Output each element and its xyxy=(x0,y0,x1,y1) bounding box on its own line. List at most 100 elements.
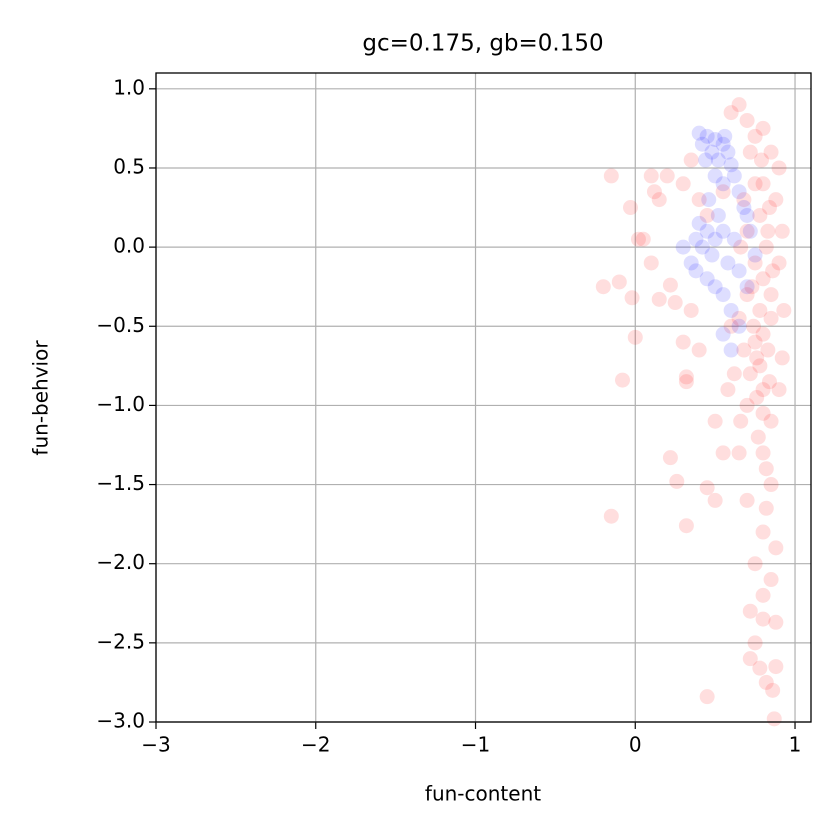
point xyxy=(747,255,763,271)
x-tick-label: 0 xyxy=(629,733,642,757)
point xyxy=(761,374,777,390)
point xyxy=(739,287,755,303)
point xyxy=(624,290,640,306)
point xyxy=(688,231,704,247)
point xyxy=(755,405,771,421)
point xyxy=(691,342,707,358)
point xyxy=(755,524,771,540)
point xyxy=(763,144,779,160)
point xyxy=(739,279,755,295)
point xyxy=(720,255,736,271)
point xyxy=(742,651,758,667)
point xyxy=(720,382,736,398)
x-tick-label: −2 xyxy=(301,733,330,757)
point xyxy=(723,302,739,318)
point xyxy=(603,168,619,184)
x-tick-label: 1 xyxy=(789,733,802,757)
point xyxy=(707,131,723,147)
chart-title: gc=0.175, gb=0.150 xyxy=(362,31,603,57)
point xyxy=(774,350,790,366)
point xyxy=(768,540,784,556)
point xyxy=(731,97,747,113)
point xyxy=(715,176,731,192)
point xyxy=(731,445,747,461)
point xyxy=(736,342,752,358)
point xyxy=(744,279,760,295)
point xyxy=(699,207,715,223)
point xyxy=(733,413,749,429)
point xyxy=(707,168,723,184)
point xyxy=(691,192,707,208)
point xyxy=(707,492,723,508)
point xyxy=(763,287,779,303)
point xyxy=(611,274,627,290)
point xyxy=(742,144,758,160)
point xyxy=(755,271,771,287)
point xyxy=(651,291,667,307)
point xyxy=(733,239,749,255)
point xyxy=(659,168,675,184)
y-tick-label: 0.5 xyxy=(113,154,145,178)
point xyxy=(704,144,720,160)
point xyxy=(715,136,731,152)
point xyxy=(747,128,763,144)
point xyxy=(630,231,646,247)
y-tick-label: −2.0 xyxy=(96,550,145,574)
point xyxy=(766,711,782,727)
point xyxy=(622,200,638,216)
point xyxy=(603,508,619,524)
point xyxy=(731,184,747,200)
point xyxy=(753,152,769,168)
point xyxy=(715,326,731,342)
point xyxy=(643,168,659,184)
point xyxy=(723,105,739,121)
point xyxy=(675,334,691,350)
point xyxy=(771,255,787,271)
point xyxy=(749,350,765,366)
point xyxy=(736,200,752,216)
point xyxy=(707,413,723,429)
point xyxy=(715,223,731,239)
point xyxy=(771,160,787,176)
point xyxy=(701,192,717,208)
point xyxy=(760,223,776,239)
point xyxy=(755,611,771,627)
point xyxy=(698,152,714,168)
point xyxy=(768,659,784,675)
point xyxy=(739,207,755,223)
point xyxy=(717,128,733,144)
point xyxy=(614,372,630,388)
point xyxy=(699,271,715,287)
point xyxy=(768,614,784,630)
point xyxy=(595,279,611,295)
y-tick-label: −0.5 xyxy=(96,313,145,337)
point xyxy=(667,295,683,311)
point xyxy=(752,207,768,223)
point xyxy=(683,255,699,271)
point xyxy=(726,366,742,382)
point xyxy=(723,318,739,334)
point xyxy=(627,329,643,345)
point xyxy=(749,390,765,405)
point xyxy=(763,310,779,326)
point xyxy=(768,192,784,208)
plot-frame xyxy=(155,72,812,723)
x-tick-label: −3 xyxy=(141,733,170,757)
point xyxy=(678,374,694,390)
point xyxy=(731,318,747,334)
point xyxy=(747,176,763,192)
point xyxy=(669,473,685,489)
point xyxy=(755,587,771,603)
point xyxy=(646,184,662,200)
point xyxy=(739,397,755,413)
point xyxy=(662,277,678,293)
point xyxy=(723,157,739,173)
point xyxy=(758,239,774,255)
point xyxy=(704,247,720,263)
point xyxy=(755,120,771,136)
point xyxy=(715,445,731,461)
point xyxy=(683,302,699,318)
point xyxy=(675,176,691,192)
point xyxy=(662,450,678,466)
